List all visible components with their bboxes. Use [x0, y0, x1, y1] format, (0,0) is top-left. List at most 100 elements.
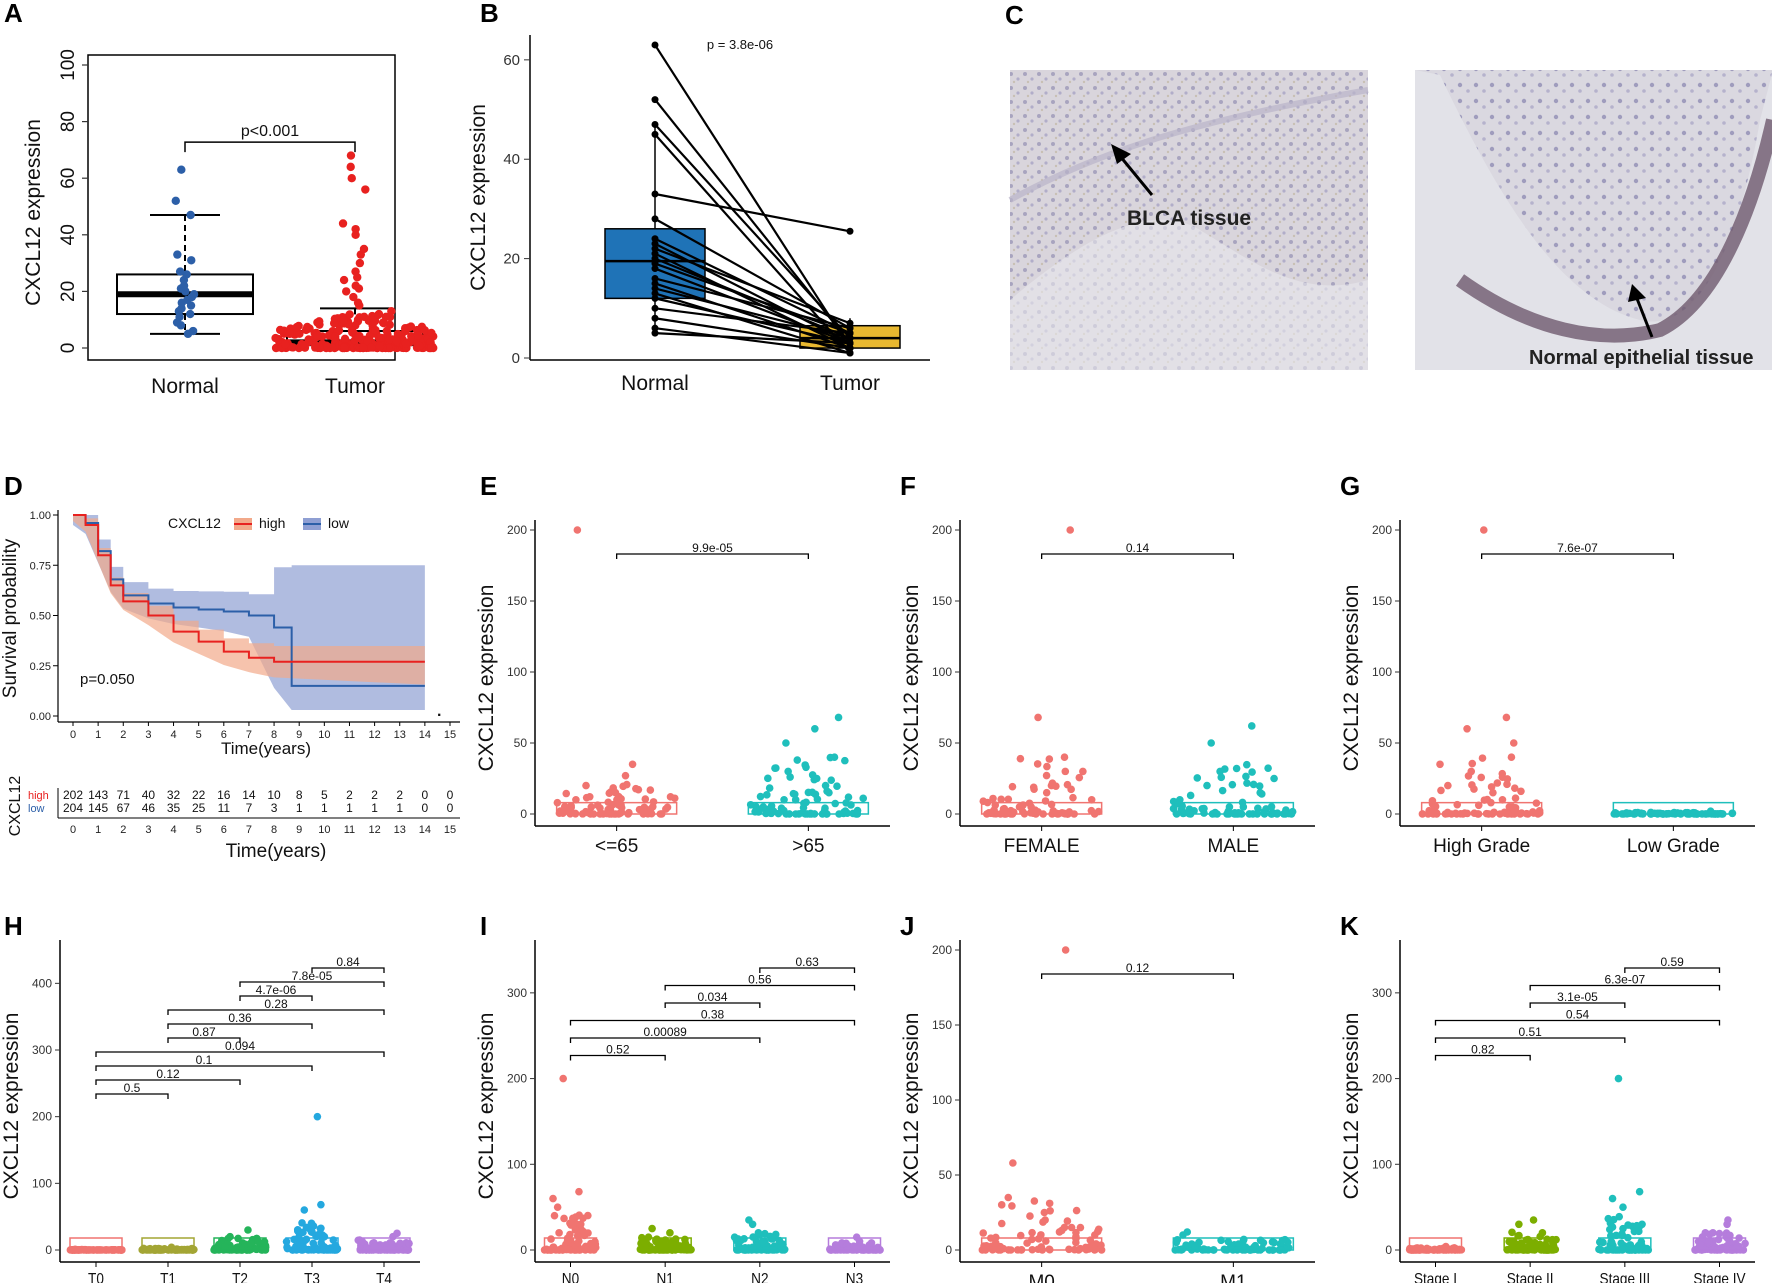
p-value-label: 0.36 [228, 1011, 252, 1025]
x-tick-label-T1: T1 [160, 1271, 176, 1283]
data-point [628, 760, 637, 769]
data-point [1045, 755, 1054, 763]
significance-bracket [1434, 1037, 1626, 1043]
x-tick-label-Stage IV: Stage IV [1693, 1271, 1745, 1283]
significance-bracket [1529, 1002, 1626, 1008]
data-point [641, 795, 650, 803]
data-point [765, 784, 774, 792]
data-point [1608, 1194, 1617, 1203]
data-point [315, 317, 324, 326]
data-point [1548, 1239, 1557, 1247]
data-point [1526, 1242, 1535, 1251]
data-point [1617, 1239, 1625, 1247]
data-point [749, 1233, 757, 1241]
data-point [313, 1112, 322, 1121]
paired-point [846, 344, 854, 352]
data-point [596, 804, 604, 812]
y-axis-label: CXCL12 expression [467, 104, 490, 291]
x-tick-label: 14 [419, 729, 431, 741]
y-tick-label: 100 [1372, 665, 1392, 679]
data-point [1508, 1244, 1516, 1252]
panel-letter-H: H [4, 911, 23, 941]
data-point [1200, 804, 1208, 813]
x-tick-label: 1 [95, 729, 101, 741]
y-tick-label: 100 [58, 49, 79, 81]
data-point [1487, 783, 1496, 791]
data-point [1224, 1237, 1233, 1246]
y-tick-label: 100 [932, 1093, 952, 1107]
paired-line [654, 123, 851, 339]
data-point [379, 318, 388, 328]
data-point [999, 1244, 1008, 1253]
data-point [1706, 807, 1715, 815]
p-value-label: 0.00089 [643, 1025, 687, 1039]
x-tick-label-Tumor: Tumor [820, 372, 880, 395]
data-point [1247, 722, 1256, 730]
x-tick-label: 8 [271, 729, 277, 741]
paired-point [651, 289, 659, 297]
data-point [1724, 1216, 1732, 1224]
paired-point [846, 319, 854, 327]
y-tick-label: 20 [503, 251, 520, 268]
data-point [997, 795, 1006, 804]
data-point [825, 788, 833, 797]
data-point [346, 151, 356, 160]
data-point [283, 1243, 291, 1251]
box-Stage IV [1692, 1237, 1747, 1251]
data-point [323, 342, 332, 351]
data-point [621, 771, 630, 780]
data-point [1183, 1228, 1192, 1236]
x-tick-label-FEMALE: FEMALE [1004, 836, 1080, 857]
data-point [1618, 1230, 1626, 1238]
data-point [576, 1220, 585, 1229]
significance-bracket [664, 1002, 761, 1008]
data-point [1016, 754, 1025, 763]
x-tick-label: 15 [444, 729, 456, 741]
panel-letter-G: G [1340, 471, 1360, 501]
paired-point [651, 314, 659, 322]
significance-bracket [1529, 984, 1721, 991]
x-tick-label-T4: T4 [376, 1271, 392, 1283]
panel-letter-C: C [1005, 0, 1024, 30]
data-point [320, 1232, 329, 1241]
data-point [1060, 1223, 1069, 1232]
data-point [1042, 1237, 1050, 1245]
x-tick-label-Stage II: Stage II [1507, 1271, 1554, 1283]
data-point [1075, 773, 1084, 782]
significance-bracket [569, 1019, 856, 1026]
data-point [646, 786, 655, 794]
data-point [167, 1243, 176, 1252]
x-tick-label-Stage III: Stage III [1600, 1271, 1651, 1283]
p-value-label: 0.59 [1660, 955, 1684, 969]
y-tick-label: 0.50 [30, 611, 51, 623]
y-tick-label: 0 [1385, 1243, 1392, 1257]
significance-bracket [1434, 1054, 1531, 1061]
data-point [763, 791, 771, 799]
data-point [1085, 1243, 1093, 1252]
panel-c: BLCA tissue Normal epithelial tissue [1008, 70, 1772, 370]
data-point [366, 343, 376, 352]
data-point [1470, 809, 1479, 817]
paired-point [651, 245, 659, 253]
paired-line [654, 262, 851, 335]
x-tick-label-N3: N3 [846, 1271, 863, 1283]
data-point [1256, 788, 1264, 797]
data-point [1225, 803, 1234, 811]
data-point [1704, 1237, 1713, 1246]
risk-count: 10 [267, 788, 281, 802]
data-point [1517, 787, 1525, 796]
risk-count: 8 [296, 788, 303, 802]
p-value-label: 0.51 [1518, 1025, 1542, 1039]
data-point [790, 790, 799, 799]
y-tick-label: 50 [1379, 736, 1393, 750]
x-tick-label: 9 [296, 729, 302, 741]
risk-count: 22 [192, 788, 206, 802]
data-point [1042, 771, 1051, 780]
x-tick-label-N2: N2 [751, 1271, 768, 1283]
significance-bracket [167, 1023, 313, 1029]
data-point [1468, 781, 1476, 789]
data-point [339, 315, 348, 325]
data-point [644, 1233, 653, 1241]
data-point [560, 1214, 568, 1223]
